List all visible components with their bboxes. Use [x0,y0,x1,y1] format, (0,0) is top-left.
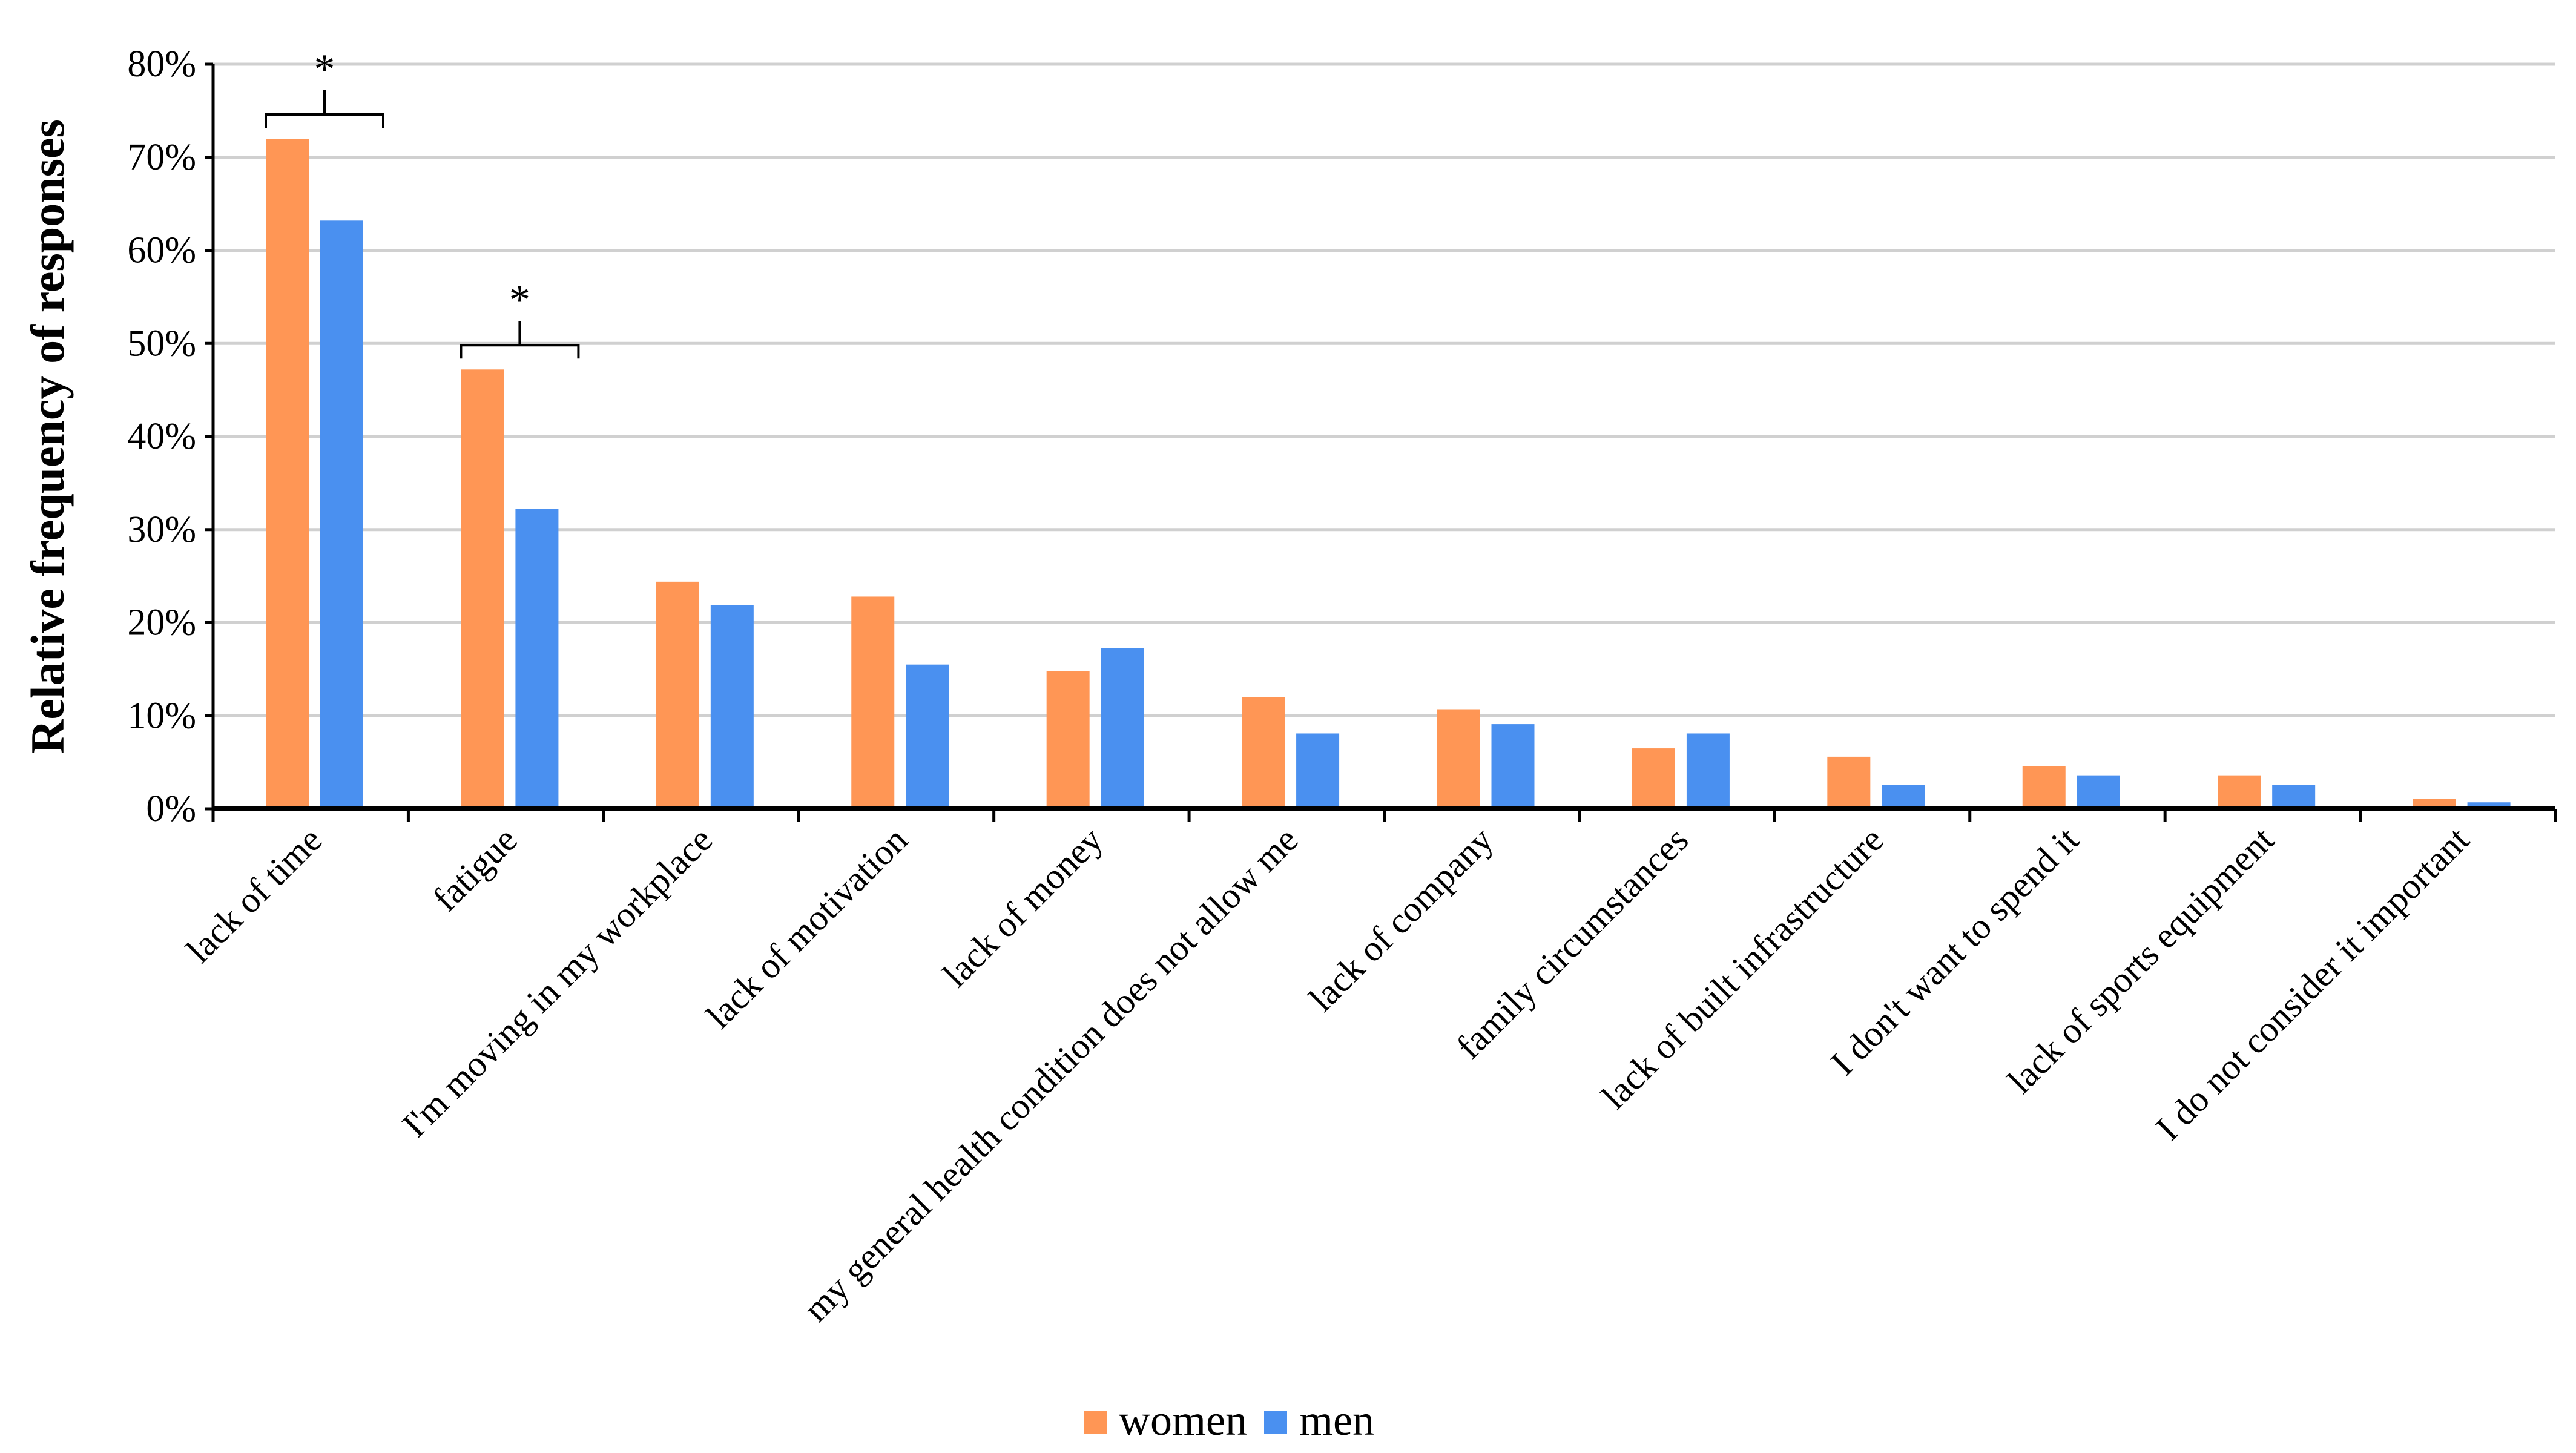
bar-men [1101,648,1144,809]
y-tick-label: 0% [146,788,196,829]
y-tick-label: 30% [127,509,196,550]
bars [266,139,2511,809]
y-tick-label: 40% [127,416,196,457]
significance-label: * [314,46,335,93]
bar-men [2077,775,2120,809]
y-tick-label: 10% [127,695,196,736]
bar-men [710,605,754,809]
significance-bracket [460,321,580,359]
x-category-label: fatigue [425,820,524,919]
bar-women [2413,799,2456,809]
significance-annotations: ** [265,46,580,359]
y-tick-label: 50% [127,323,196,364]
x-category-label: lack of time [179,820,329,970]
bar-women [851,596,895,809]
y-tick-labels: 0% 10% 20% 30% 40% 50% 60% 70% 80% [127,44,196,829]
bar-men [1686,733,1730,809]
legend: women men [1084,1396,1374,1445]
legend-swatch-women [1084,1411,1107,1434]
y-tick-label: 80% [127,44,196,85]
bar-men [2467,802,2511,809]
bar-men [906,664,949,809]
legend-label-women: women [1119,1396,1247,1445]
bar-women [1827,756,1871,809]
bar-men [515,509,559,809]
bar-women [1437,709,1480,809]
bar-women [266,139,309,809]
x-category-label: lack of motivation [699,820,915,1036]
x-category-label: lack of money [935,820,1110,995]
significance-label: * [509,277,530,323]
bar-men [1491,724,1535,809]
bar-women [1242,697,1285,809]
bar-men [1296,733,1340,809]
bar-women [1632,748,1675,809]
x-category-label: lack of company [1301,820,1500,1019]
x-category-label: I'm moving in my workplace [395,820,720,1145]
bar-women [2218,775,2261,809]
bar-men [2272,785,2316,809]
bar-women [2022,766,2066,809]
bar-women [1046,671,1090,809]
legend-label-men: men [1299,1396,1374,1445]
legend-swatch-men [1264,1411,1287,1434]
significance-bracket [265,90,384,128]
axes [205,62,2557,822]
y-tick-label: 60% [127,230,196,271]
gridlines [213,62,2555,717]
y-tick-label: 70% [127,137,196,178]
bar-women [461,369,504,809]
bar-women [656,581,699,809]
y-tick-label: 20% [127,602,196,644]
bar-men [320,220,363,809]
y-axis-title: Relative frequency of responses [21,119,74,754]
bar-men [1882,785,1925,809]
x-category-label: I do not consider it important [2148,819,2477,1148]
